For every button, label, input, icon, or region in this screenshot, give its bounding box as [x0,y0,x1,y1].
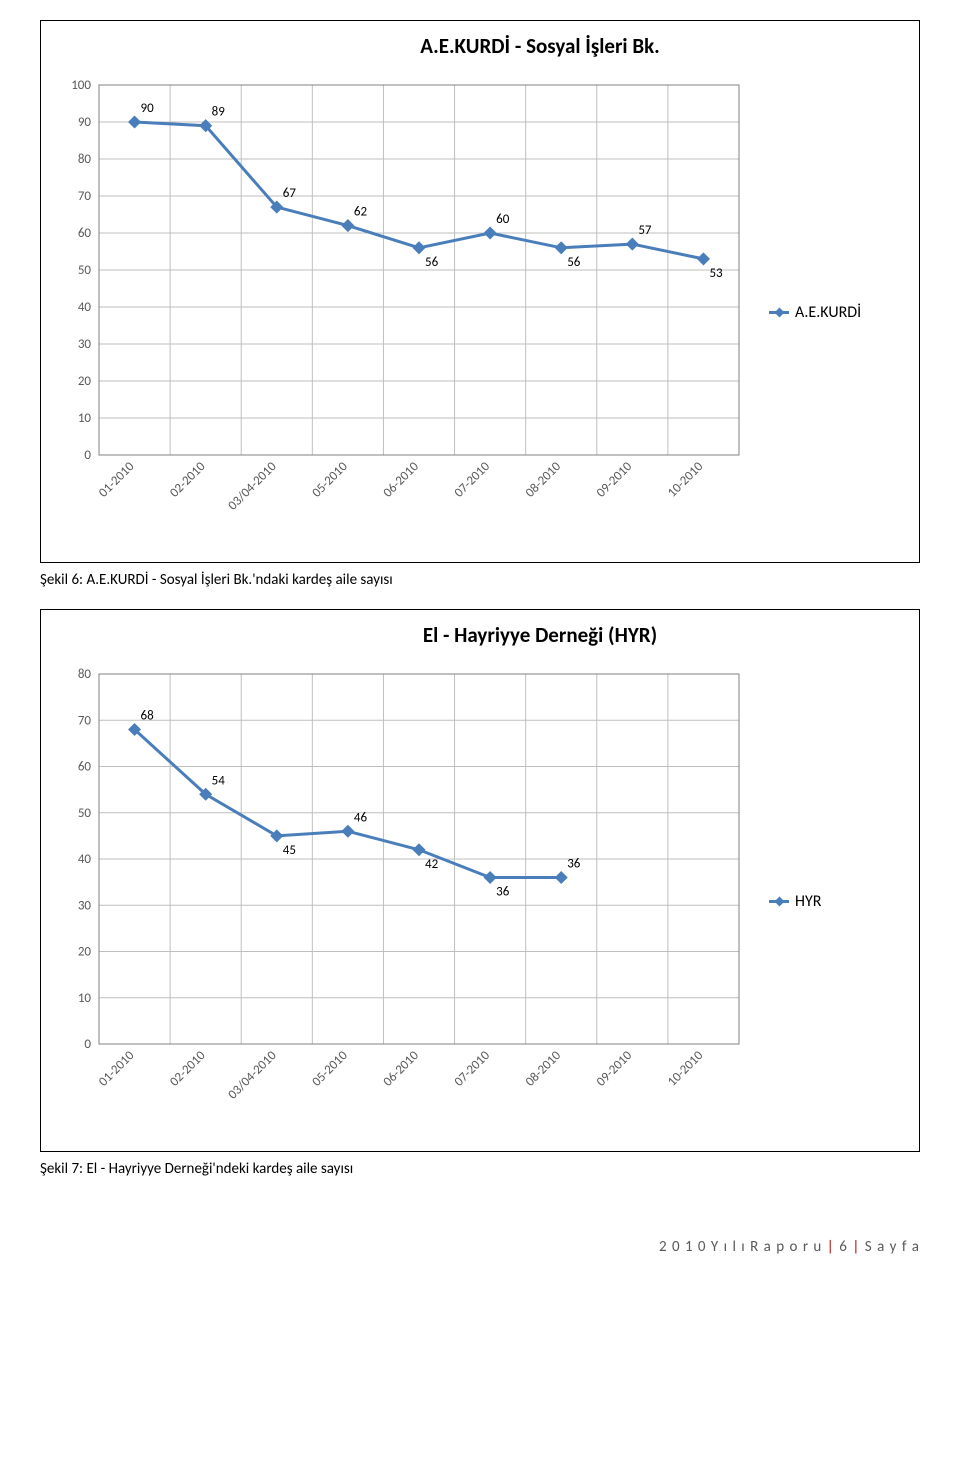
svg-text:06-2010: 06-2010 [380,1048,422,1090]
chart1-title: A.E.KURDİ - Sosyal İşleri Bk. [49,33,911,59]
chart1-box: A.E.KURDİ - Sosyal İşleri Bk. 0 10 20 30 40 5… [40,20,920,563]
svg-text:45: 45 [283,843,296,858]
chart1-legend: A.E.KURDİ [769,303,861,322]
caption2: Şekil 7: El - Hayriyye Derneği'ndeki kar… [40,1160,920,1178]
svg-text:80: 80 [78,667,92,682]
svg-text:0: 0 [84,448,91,463]
svg-text:30: 30 [78,337,92,352]
chart2-box: El - Hayriyye Derneği (HYR) 0 10 20 30 40 50 6… [40,609,920,1152]
footer-bar2: | [852,1238,865,1256]
footer-prefix: 2 0 1 0 Y ı l ı R a p o r u [659,1238,827,1256]
svg-text:30: 30 [78,898,92,913]
svg-text:60: 60 [496,212,510,227]
svg-text:60: 60 [78,760,92,775]
svg-text:40: 40 [78,852,92,867]
svg-text:40: 40 [78,300,92,315]
chart2-svg: 0 10 20 30 40 50 60 70 80 01-2010 02-2010 03/04-201… [49,664,749,1134]
svg-text:20: 20 [78,945,92,960]
footer-suffix: S a y f a [865,1238,920,1256]
svg-text:08-2010: 08-2010 [523,1048,565,1090]
svg-text:68: 68 [141,709,155,724]
chart2-legend-label: HYR [795,892,821,911]
svg-text:02-2010: 02-2010 [167,1048,209,1090]
chart2-legend-marker [769,900,789,903]
svg-text:90: 90 [78,115,92,130]
footer-page: 6 [839,1238,848,1256]
svg-text:01-2010: 01-2010 [96,459,138,501]
svg-text:100: 100 [71,78,91,93]
svg-text:05-2010: 05-2010 [309,1048,351,1090]
svg-text:0: 0 [84,1037,91,1052]
chart2-area: 0 10 20 30 40 50 60 70 80 01-2010 02-2010 03/04-201… [49,664,749,1139]
svg-text:62: 62 [354,205,368,220]
svg-text:46: 46 [354,810,368,825]
chart1-row: 0 10 20 30 40 50 60 70 80 90 100 01-2010 02-2010 03/0… [49,75,911,550]
svg-text:08-2010: 08-2010 [523,459,565,501]
svg-text:70: 70 [78,189,92,204]
svg-text:10-2010: 10-2010 [665,459,707,501]
svg-text:01-2010: 01-2010 [96,1048,138,1090]
chart1-legend-marker [769,311,789,314]
chart2-row: 0 10 20 30 40 50 60 70 80 01-2010 02-2010 03/04-201… [49,664,911,1139]
svg-text:90: 90 [141,101,155,116]
chart2-title: El - Hayriyye Derneği (HYR) [49,622,911,648]
svg-text:10: 10 [78,411,92,426]
svg-text:42: 42 [425,857,439,872]
svg-text:56: 56 [425,255,439,270]
svg-text:05-2010: 05-2010 [309,459,351,501]
svg-text:03/04-2010: 03/04-2010 [225,1048,280,1103]
svg-text:60: 60 [78,226,92,241]
svg-text:56: 56 [567,255,581,270]
chart1-svg: 0 10 20 30 40 50 60 70 80 90 100 01-2010 02-2010 03/0… [49,75,749,545]
svg-text:89: 89 [212,105,226,120]
svg-text:80: 80 [78,152,92,167]
svg-text:67: 67 [283,186,297,201]
svg-text:36: 36 [567,857,581,872]
footer-bar1: | [827,1238,840,1256]
svg-text:50: 50 [78,263,92,278]
svg-text:09-2010: 09-2010 [594,459,636,501]
svg-text:10-2010: 10-2010 [665,1048,707,1090]
svg-text:54: 54 [212,773,226,788]
svg-text:36: 36 [496,885,510,900]
svg-text:07-2010: 07-2010 [452,1048,494,1090]
svg-text:09-2010: 09-2010 [594,1048,636,1090]
svg-text:06-2010: 06-2010 [380,459,422,501]
chart1-legend-label: A.E.KURDİ [795,303,861,322]
svg-text:57: 57 [638,223,652,238]
svg-text:70: 70 [78,713,92,728]
caption1: Şekil 6: A.E.KURDİ - Sosyal İşleri Bk.'n… [40,571,920,589]
svg-text:03/04-2010: 03/04-2010 [225,459,280,514]
svg-text:07-2010: 07-2010 [452,459,494,501]
page-footer: 2 0 1 0 Y ı l ı R a p o r u | 6 | S a y … [40,1238,920,1256]
svg-text:10: 10 [78,991,92,1006]
chart1-area: 0 10 20 30 40 50 60 70 80 90 100 01-2010 02-2010 03/0… [49,75,749,550]
chart2-legend: HYR [769,892,821,911]
svg-text:02-2010: 02-2010 [167,459,209,501]
svg-text:53: 53 [709,266,723,281]
svg-text:20: 20 [78,374,92,389]
svg-text:50: 50 [78,806,92,821]
